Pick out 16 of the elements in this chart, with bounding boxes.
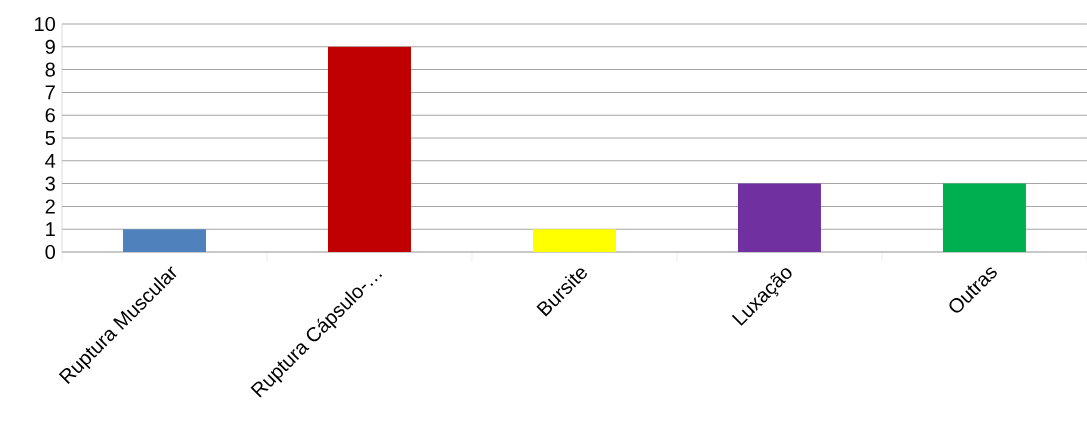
y-tick-label: 5 [45,131,55,145]
y-tick-label: 10 [35,16,56,32]
bar [532,229,616,252]
y-tick-label: 8 [45,62,55,77]
y-tick-label: 7 [45,85,55,100]
bar [942,183,1026,252]
y-tick-label: 1 [46,222,55,237]
y-tick-label: 0 [45,244,56,260]
y-tick-label: 4 [45,153,56,168]
y-tick-label: 9 [45,39,55,54]
y-tick-label: 6 [45,108,55,123]
bar [327,46,411,252]
y-tick-label: 2 [45,199,55,214]
bar [737,183,821,252]
bar [123,229,206,252]
y-tick-label: 3 [45,176,55,191]
